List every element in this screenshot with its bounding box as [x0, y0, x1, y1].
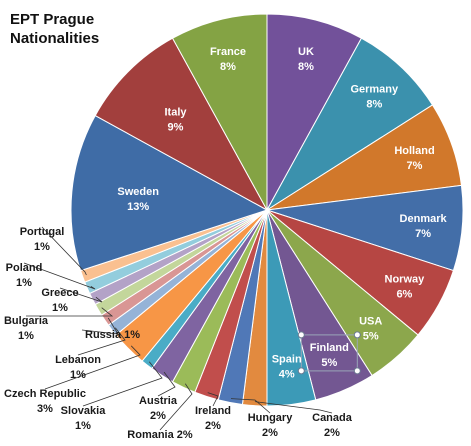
leader-line-lebanon: [77, 327, 126, 356]
leader-line-slovakia: [82, 361, 163, 407]
slice-label-romania: Romania 2%: [127, 429, 193, 441]
pie-slice-italy[interactable]: [94, 37, 269, 212]
selection-handle[interactable]: [297, 331, 305, 339]
slice-label-hungary: Hungary 2%: [248, 412, 294, 439]
slice-label-france: France 8%: [210, 46, 246, 73]
slice-label-norway: Norway 6%: [385, 274, 426, 301]
leader-line-russia: [81, 317, 119, 335]
pie-slice-sweden[interactable]: [70, 114, 269, 272]
slice-label-spain: Spain 4%: [272, 354, 302, 381]
slice-label-bulgaria: Bulgaria 1%: [4, 315, 49, 342]
slice-label-czech-republic: Czech Republic 3%: [4, 388, 86, 415]
pie-slice-france[interactable]: [171, 13, 268, 211]
leader-line-portugal: [41, 226, 87, 276]
pie-slice-germany[interactable]: [266, 37, 434, 211]
slice-label-holland: Holland 7%: [394, 145, 434, 172]
slice-label-ireland: Ireland 2%: [195, 405, 231, 432]
slice-label-uk: UK 8%: [298, 46, 314, 73]
slice-label-slovakia: Slovakia 1%: [61, 405, 107, 432]
leader-line-bulgaria: [26, 307, 114, 317]
selected-label-box[interactable]: [300, 334, 358, 372]
pie-slices: [70, 13, 464, 407]
slice-label-lebanon: Lebanon 1%: [55, 354, 101, 381]
leader-lines: [23, 226, 333, 431]
leader-line-canada: [254, 401, 333, 414]
chart-title-line-2: Nationalities: [10, 30, 100, 47]
leader-line-czech-republic: [44, 345, 141, 390]
slice-label-poland: Poland 1%: [6, 262, 43, 289]
slice-label-russia: Russia 1%: [85, 329, 140, 341]
slice-label-greece: Greece 1%: [41, 287, 78, 314]
chart-title-line-1: EPT Prague: [10, 11, 95, 28]
leader-line-ireland: [207, 392, 219, 407]
slice-label-denmark: Denmark 7%: [400, 213, 448, 240]
slice-label-sweden: Sweden 13%: [117, 186, 159, 213]
slice-label-italy: Italy 9%: [164, 107, 187, 134]
slice-label-canada: Canada 2%: [312, 412, 353, 439]
slice-labels: UK 8% Germany 8% Holland 7% Denmark 7% Norway 6%U…: [4, 46, 448, 441]
slice-label-germany: Germany 8%: [350, 84, 399, 111]
slice-label-portugal: Portugal 1%: [20, 226, 65, 253]
chart-title: EPT Prague Nationalities: [10, 10, 99, 48]
slice-label-finland: Finland 5%: [310, 342, 349, 369]
leader-line-romania: [159, 383, 193, 431]
slice-label-austria: Austria 2%: [139, 395, 178, 422]
selection-handle[interactable]: [297, 367, 305, 375]
slice-label-usa: USA 5%: [359, 316, 382, 343]
leader-line-hungary: [230, 398, 271, 414]
leader-line-greece: [59, 287, 103, 303]
pie-slice-uk[interactable]: [266, 13, 363, 211]
leader-line-austria: [157, 371, 176, 397]
leader-line-poland: [23, 262, 96, 290]
selection-handle[interactable]: [353, 331, 361, 339]
selection-handle[interactable]: [353, 367, 361, 375]
